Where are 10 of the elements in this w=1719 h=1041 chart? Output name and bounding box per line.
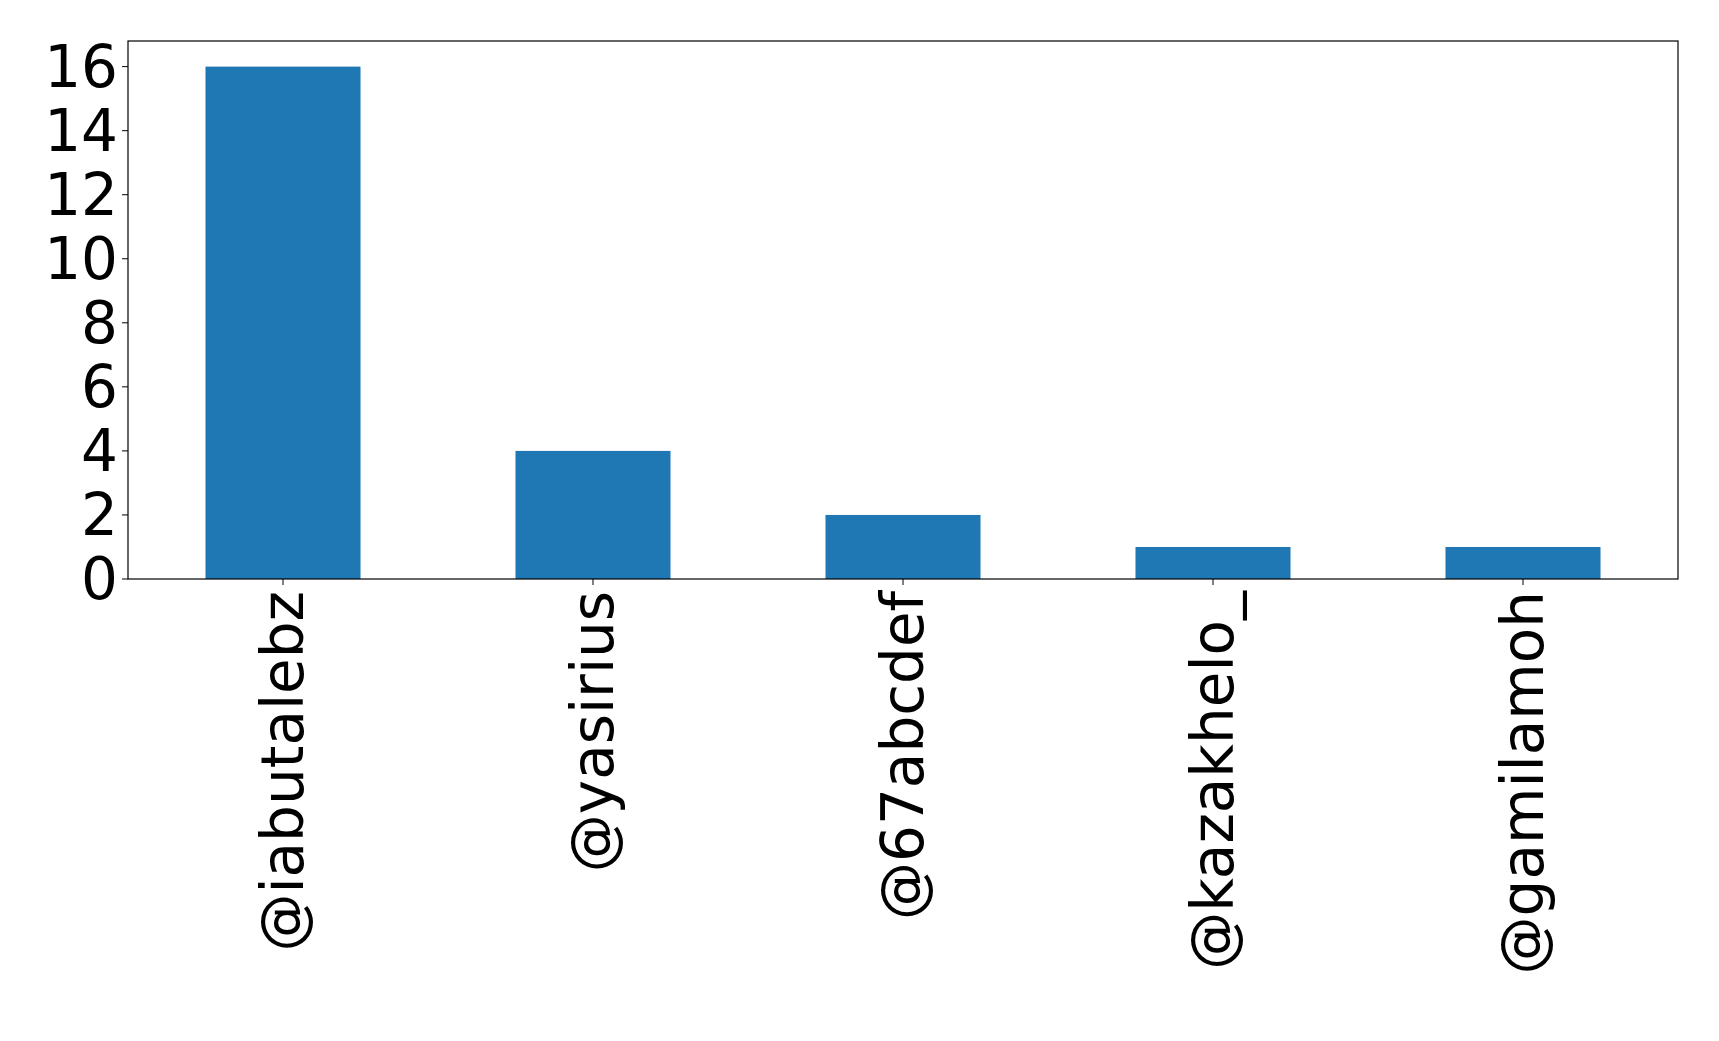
x-tick-label: @kazakhelo_ [1179,590,1248,970]
x-tick-label: @67abcdef [869,589,938,920]
bar [1135,546,1291,579]
bar [205,66,361,579]
x-tick-label: @iabutalebz [249,591,318,952]
bar [825,514,981,579]
bar [1445,546,1601,579]
bar [515,450,671,579]
x-tick-label: @yasirius [559,591,628,873]
x-tick-label: @gamilamoh [1489,591,1558,975]
